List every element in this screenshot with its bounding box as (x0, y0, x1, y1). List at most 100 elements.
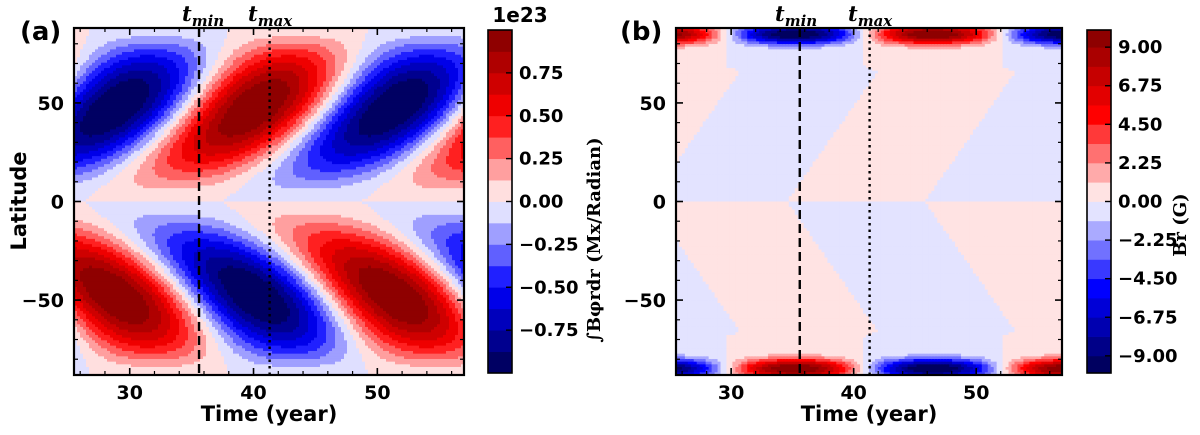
heatmap-cell (83, 356, 87, 360)
heatmap-cell (86, 201, 90, 205)
heatmap-cell (92, 92, 96, 96)
heatmap-cell (134, 294, 138, 299)
heatmap-cell (116, 276, 120, 280)
heatmap-cell (140, 54, 144, 58)
heatmap-cell (119, 324, 123, 328)
heatmap-cell (110, 273, 114, 277)
heatmap-cell (125, 294, 129, 299)
heatmap-cell (146, 52, 150, 56)
heatmap-cell (101, 89, 105, 93)
heatmap-cell (143, 300, 147, 304)
heatmap-cell (107, 276, 111, 280)
heatmap-cell (80, 89, 84, 93)
heatmap-cell (122, 198, 126, 203)
heatmap-cell (140, 78, 144, 82)
heatmap-cell (128, 44, 132, 48)
heatmap-cell (137, 236, 141, 240)
heatmap-cell (89, 230, 93, 235)
heatmap-cell (86, 156, 90, 160)
heatmap-cell (110, 310, 114, 315)
heatmap-cell (137, 252, 141, 256)
heatmap-cell (95, 276, 99, 280)
heatmap-cell (95, 292, 99, 296)
heatmap-cell (107, 222, 111, 227)
heatmap-cell (113, 100, 117, 104)
heatmap-cell (92, 148, 96, 152)
heatmap-cell (80, 334, 84, 339)
heatmap-cell (131, 209, 135, 213)
heatmap-cell (143, 134, 147, 139)
heatmap-cell (92, 164, 96, 168)
heatmap-cell (104, 89, 108, 93)
heatmap-cell (143, 294, 147, 299)
heatmap-cell (146, 86, 150, 90)
heatmap-cell (95, 54, 99, 58)
heatmap-cell (92, 246, 96, 251)
heatmap-cell (137, 334, 141, 339)
heatmap-cell (119, 334, 123, 339)
heatmap-cell (128, 169, 132, 173)
heatmap-cell (140, 238, 144, 243)
heatmap-cell (128, 156, 132, 160)
heatmap-cell (83, 73, 87, 77)
heatmap-cell (122, 100, 126, 104)
heatmap-cell (113, 150, 117, 155)
heatmap-cell (104, 70, 108, 74)
heatmap-cell (122, 353, 126, 357)
heatmap-cell (95, 89, 99, 93)
heatmap-cell (116, 156, 120, 160)
heatmap-cell (98, 252, 102, 256)
heatmap-cell (140, 94, 144, 98)
heatmap-cell (74, 233, 78, 237)
heatmap-cell (95, 204, 99, 208)
heatmap-cell (77, 84, 81, 88)
heatmap-cell (101, 100, 105, 104)
heatmap-cell (110, 260, 114, 264)
heatmap-cell (125, 188, 129, 192)
heatmap-cell (131, 148, 135, 152)
heatmap-cell (104, 252, 108, 256)
heatmap-cell (140, 268, 144, 272)
heatmap-cell (140, 340, 144, 344)
heatmap-cell (140, 110, 144, 115)
heatmap-cell (122, 52, 126, 56)
heatmap-cell (98, 246, 102, 251)
heatmap-cell (104, 254, 108, 259)
heatmap-cell (74, 201, 78, 205)
heatmap-cell (74, 118, 78, 123)
heatmap-cell (143, 164, 147, 168)
heatmap-cell (104, 353, 108, 357)
heatmap-cell (131, 76, 135, 80)
heatmap-cell (143, 252, 147, 256)
heatmap-cell (140, 148, 144, 152)
heatmap-cell (137, 158, 141, 163)
heatmap-cell (89, 204, 93, 208)
heatmap-cell (89, 161, 93, 165)
heatmap-cell (113, 28, 117, 32)
heatmap-cell (80, 145, 84, 149)
heatmap-cell (80, 233, 84, 237)
heatmap-cell (125, 268, 129, 272)
heatmap-cell (77, 342, 81, 347)
heatmap-cell (98, 86, 102, 90)
heatmap-cell (77, 254, 81, 259)
heatmap-cell (83, 340, 87, 344)
heatmap-cell (89, 70, 93, 74)
heatmap-cell (101, 332, 105, 336)
heatmap-cell (125, 353, 129, 357)
heatmap-cell (143, 340, 147, 344)
heatmap-cell (92, 281, 96, 285)
heatmap-cell (137, 297, 141, 301)
heatmap-cell (104, 49, 108, 53)
heatmap-cell (143, 150, 147, 155)
heatmap-cell (131, 369, 135, 373)
heatmap-cell (107, 252, 111, 256)
heatmap-cell (77, 265, 81, 269)
heatmap-cell (119, 33, 123, 37)
heatmap-cell (107, 70, 111, 74)
heatmap-cell (101, 289, 105, 293)
heatmap-cell (131, 60, 135, 64)
heatmap-cell (119, 102, 123, 107)
heatmap-cell (89, 62, 93, 66)
heatmap-cell (110, 145, 114, 149)
